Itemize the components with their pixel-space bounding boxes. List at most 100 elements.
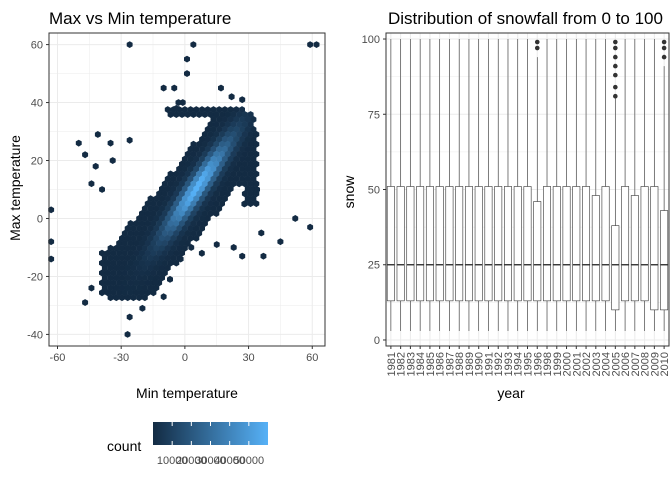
hex-bin: [250, 165, 257, 173]
hex-bin: [147, 195, 154, 203]
hex-bin: [190, 210, 197, 217]
hex-bin: [101, 264, 108, 272]
year-tick-label: 1983: [405, 352, 417, 376]
hex-bin: [107, 294, 114, 302]
hex-bin: [213, 140, 220, 148]
box-1981: [386, 39, 395, 331]
box-iqr: [474, 186, 483, 302]
hex-bin: [109, 157, 116, 164]
hex-bin: [107, 254, 114, 262]
hex-bin: [190, 170, 197, 178]
hex-bin: [173, 210, 180, 217]
hex-bin: [207, 190, 214, 198]
hex-bin: [133, 229, 140, 237]
hex-bin: [247, 150, 254, 158]
hex-bin: [136, 274, 143, 282]
hex-bin: [219, 160, 225, 168]
hex-bin: [127, 269, 134, 277]
hex-bin: [253, 160, 260, 168]
box-1991: [484, 39, 493, 331]
hex-bin: [219, 140, 225, 148]
hex-bin: [241, 111, 248, 118]
hex-bin: [219, 111, 225, 118]
hex-bin: [198, 249, 205, 257]
box-iqr: [543, 186, 551, 302]
hex-bin: [173, 190, 180, 198]
hex-bin: [196, 200, 203, 208]
hex-bin: [179, 111, 185, 118]
hex-bin: [164, 205, 171, 212]
hex-bin: [244, 165, 251, 173]
hex-bin: [184, 150, 191, 158]
hex-bin: [204, 175, 211, 183]
hex-bin: [181, 224, 188, 232]
hex-bin: [161, 210, 168, 217]
hex-bin: [207, 130, 214, 138]
hex-bin: [156, 190, 163, 198]
hex-bin: [159, 185, 165, 193]
hex-bin: [241, 190, 248, 198]
box-1993: [504, 39, 512, 331]
hex-bin: [147, 284, 154, 292]
hex-bin: [161, 269, 168, 277]
hex-bin: [193, 205, 200, 212]
hex-bin: [181, 165, 188, 173]
hexbin-x-tick-label: 30: [242, 352, 254, 364]
hex-bin: [213, 180, 220, 188]
hex-bin: [218, 84, 224, 92]
box-outlier-point: [613, 63, 618, 69]
boxplot-y-tick-label: 0: [374, 335, 380, 347]
boxplot-chart: Distribution of snowfall from 0 to 100 0…: [341, 9, 671, 401]
hex-bin: [139, 269, 145, 277]
hex-bin: [173, 229, 180, 237]
hex-bin: [101, 254, 108, 262]
hex-bin: [233, 145, 240, 153]
hex-bin: [160, 293, 167, 301]
hex-bin: [99, 269, 105, 277]
hex-bin: [204, 215, 211, 222]
hex-bin: [196, 150, 203, 158]
hex-bin: [88, 180, 95, 188]
hex-bin: [254, 186, 260, 193]
hex-bin: [227, 106, 234, 113]
hex-bin: [99, 259, 105, 267]
hex-bin: [244, 185, 251, 193]
hex-bin: [173, 200, 180, 208]
hex-bin: [210, 155, 217, 163]
hex-bin: [179, 200, 185, 208]
hex-bin: [139, 229, 145, 237]
hex-bin: [141, 264, 148, 272]
hex-bin: [201, 200, 208, 208]
box-1987: [445, 39, 454, 331]
hex-bin: [207, 121, 214, 128]
box-iqr: [591, 195, 600, 302]
hex-bin: [150, 200, 157, 208]
hex-bin: [210, 116, 217, 123]
hex-bin: [224, 170, 231, 178]
hex-bin: [156, 269, 163, 277]
hex-bin: [141, 244, 148, 252]
hex-bin: [179, 220, 185, 227]
hex-bin: [216, 125, 223, 133]
year-tick-label: 2009: [649, 352, 661, 376]
hex-bin: [196, 220, 203, 227]
year-tick-label: 1985: [425, 352, 437, 376]
hex-bin: [196, 210, 203, 217]
hex-bin: [216, 135, 223, 143]
hex-bin: [181, 106, 188, 113]
hex-bin: [152, 278, 159, 286]
hex-bin: [104, 289, 111, 297]
hex-bin: [207, 150, 214, 158]
box-iqr: [435, 186, 444, 302]
year-tick-label: 1993: [503, 352, 515, 376]
hex-bin: [213, 241, 220, 248]
hex-bin: [141, 274, 148, 282]
hex-bin: [207, 140, 214, 148]
hex-bin: [204, 165, 211, 173]
hex-bin: [190, 140, 197, 148]
legend-tick-label: 50000: [234, 455, 265, 467]
hex-bin: [196, 190, 203, 198]
hex-bin: [247, 200, 254, 208]
